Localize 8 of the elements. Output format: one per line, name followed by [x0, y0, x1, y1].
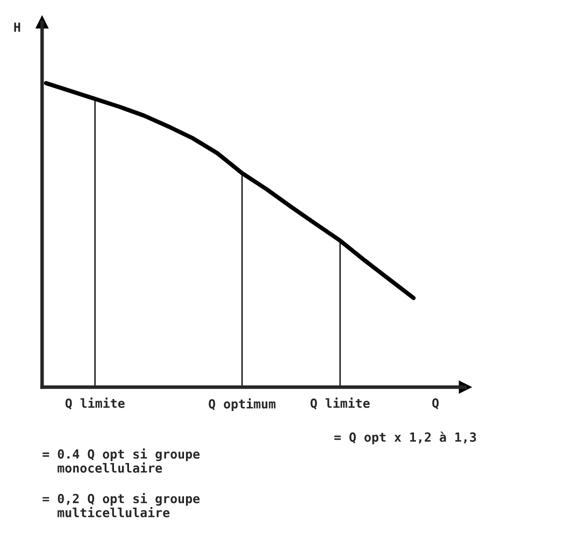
- x-axis-title: Q: [432, 398, 439, 410]
- text: = 0,2 Q opt si groupe multicellulaire: [42, 492, 200, 518]
- y-axis-title: H: [14, 22, 20, 32]
- x-tick-label: Q limite: [310, 398, 370, 410]
- text: = Q opt x 1,2 à 1,3: [334, 432, 476, 444]
- x-tick-label: Q limite: [65, 398, 125, 410]
- text: = 0.4 Q opt si groupe monocellulaire: [42, 448, 200, 473]
- x-tick-label: Q optimum: [208, 398, 276, 411]
